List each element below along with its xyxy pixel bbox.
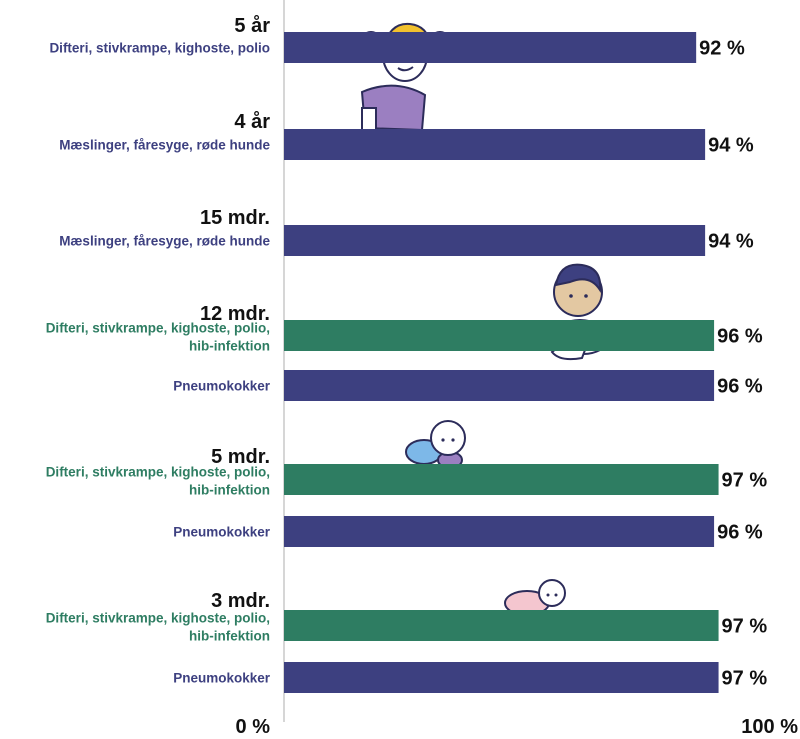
age-label: 12 mdr. bbox=[200, 303, 270, 325]
vaccine-label: Pneumokokker bbox=[173, 379, 271, 394]
bar bbox=[284, 464, 719, 495]
value-label: 96 % bbox=[717, 326, 763, 348]
age-label: 15 mdr. bbox=[200, 207, 270, 229]
bar bbox=[284, 129, 706, 160]
vaccine-label: Pneumokokker bbox=[173, 671, 271, 686]
axis-min-label: 0 % bbox=[236, 716, 271, 738]
vaccine-label: Mæslinger, fåresyge, røde hunde bbox=[59, 234, 270, 249]
group-1: 4 år 94 % Mæslinger, fåresyge, røde hunde bbox=[59, 110, 754, 160]
group-4: 5 mdr. 97 % Difteri, stivkrampe, kighoste,… bbox=[46, 446, 768, 547]
bar bbox=[284, 610, 719, 641]
bar bbox=[284, 225, 706, 256]
vaccine-label: Pneumokokker bbox=[173, 525, 271, 540]
value-label: 96 % bbox=[717, 522, 763, 544]
crawling-baby-illustration-icon bbox=[405, 420, 466, 469]
age-label: 4 år bbox=[234, 110, 270, 133]
group-2: 15 mdr. 94 % Mæslinger, fåresyge, røde hun… bbox=[59, 207, 754, 256]
value-label: 94 % bbox=[708, 231, 754, 253]
axis-max-label: 100 % bbox=[741, 716, 798, 738]
group-3: 12 mdr. 96 % Difteri, stivkrampe, kighoste… bbox=[46, 303, 763, 401]
vaccine-label: Difteri, stivkrampe, kighoste, polio, hib… bbox=[46, 465, 270, 498]
vaccine-label: Mæslinger, fåresyge, røde hunde bbox=[59, 138, 270, 153]
bar bbox=[284, 662, 719, 693]
group-5: 3 mdr. 97 % Difteri, stivkrampe, kighoste,… bbox=[46, 590, 768, 693]
group-0: 5 år 92 % Difteri, stivkrampe, kighoste, p… bbox=[49, 14, 745, 63]
value-label: 97 % bbox=[722, 470, 768, 492]
value-label: 94 % bbox=[708, 135, 754, 157]
bar bbox=[284, 370, 715, 401]
bar bbox=[284, 32, 697, 63]
value-label: 97 % bbox=[722, 668, 768, 690]
age-label: 5 år bbox=[234, 14, 270, 37]
newborn-illustration-icon bbox=[504, 579, 566, 616]
vaccine-label: Difteri, stivkrampe, kighoste, polio bbox=[49, 41, 270, 56]
value-label: 97 % bbox=[722, 616, 768, 638]
age-label: 3 mdr. bbox=[211, 590, 270, 612]
age-label: 5 mdr. bbox=[211, 446, 270, 468]
value-label: 96 % bbox=[717, 376, 763, 398]
value-label: 92 % bbox=[699, 38, 745, 60]
vaccine-label: Difteri, stivkrampe, kighoste, polio, hib… bbox=[46, 321, 270, 354]
vaccine-label: Difteri, stivkrampe, kighoste, polio, hib… bbox=[46, 611, 270, 644]
bar bbox=[284, 516, 715, 547]
bar bbox=[284, 320, 715, 351]
